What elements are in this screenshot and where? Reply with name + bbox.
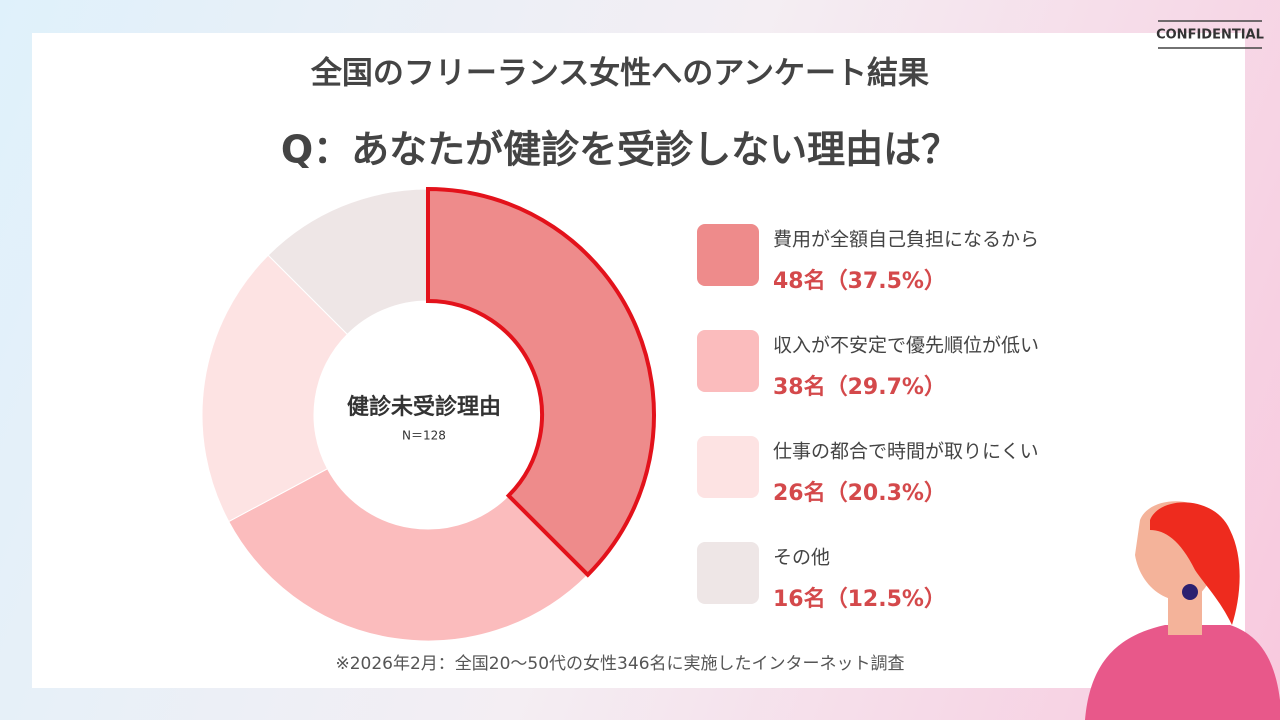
value-label: 16名（12.5%）	[773, 586, 946, 612]
illustration	[1085, 501, 1280, 720]
legend-swatch	[697, 330, 759, 392]
badge: CONFIDENTIAL	[1156, 20, 1264, 49]
value-label: 26名（20.3%）	[773, 480, 946, 506]
donut-slice	[228, 468, 589, 642]
legend-label: 費用が全額自己負担になるから	[773, 229, 1039, 251]
legend-swatch	[697, 224, 759, 286]
center-sublabel: N＝128	[402, 429, 446, 443]
value-label: 48名（37.5%）	[773, 268, 946, 294]
chart-subtitle: Q：あなたが健診を受診しない理由は？	[281, 128, 959, 172]
legend-label: 収入が不安定で優先順位が低い	[773, 335, 1039, 357]
legend-swatch	[697, 542, 759, 604]
value-label: 38名（29.7%）	[773, 374, 946, 400]
center-label: 健診未受診理由	[347, 394, 501, 420]
legend-label: 仕事の都合で時間が取りにくい	[773, 441, 1039, 463]
legend-label: その他	[773, 547, 830, 569]
donut-slice	[201, 254, 349, 523]
note: ※2026年2月：全国20〜50代の女性346名に実施したインターネット調査	[335, 654, 904, 674]
chart-title: 全国のフリーランス女性へのアンケート結果	[310, 56, 929, 92]
legend-swatch	[697, 436, 759, 498]
donut-slice	[426, 186, 656, 578]
legend: 費用が全額自己負担になるから 48名（37.5%） 収入が不安定で優先順位が低い 38…	[697, 224, 1039, 612]
badge-text: CONFIDENTIAL	[1156, 28, 1264, 43]
donut	[201, 186, 656, 642]
